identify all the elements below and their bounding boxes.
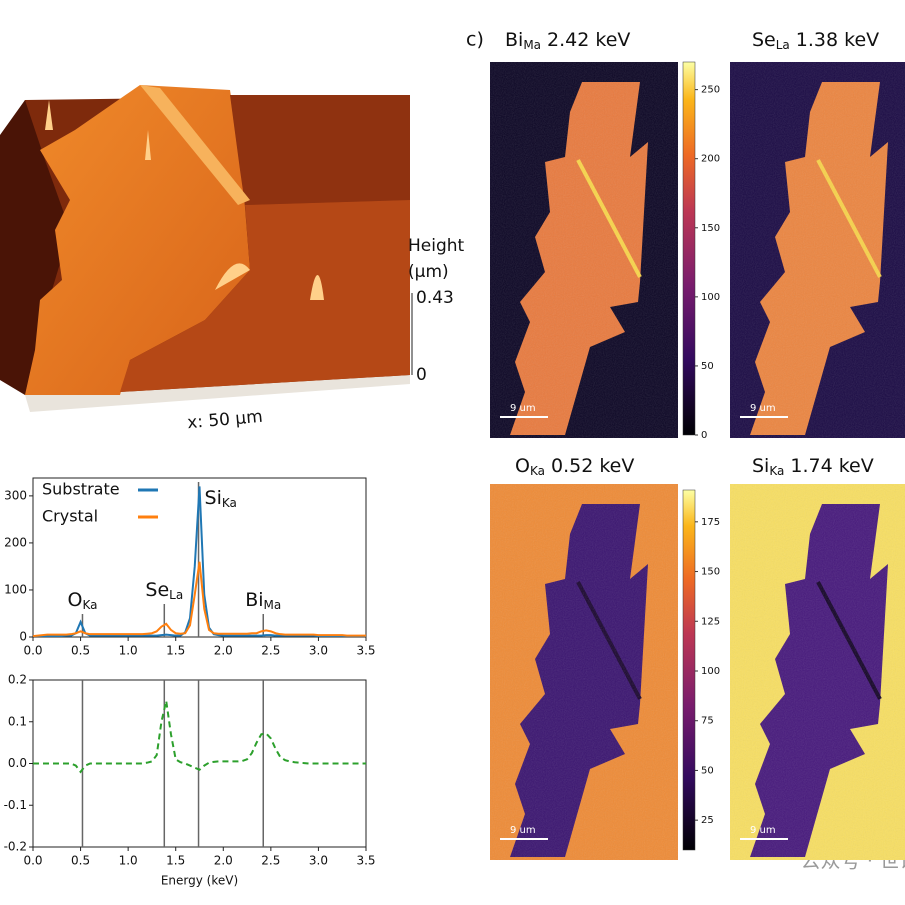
- map-energy: 2.42 keV: [547, 29, 630, 51]
- colorbar-tick-label: 125: [701, 616, 720, 627]
- y-tick-label: -0.2: [4, 840, 27, 854]
- x-tick-label: 2.5: [261, 854, 280, 868]
- x-tick-label: 1.5: [166, 644, 185, 658]
- colorbar-tick-label: 250: [701, 85, 720, 96]
- x-tick-label: 3.0: [309, 854, 328, 868]
- peak-line-name: Ka: [82, 598, 97, 612]
- colorbar: [682, 61, 696, 436]
- afm-x-label: x: 50 μm: [186, 407, 263, 434]
- x-tick-label: 1.0: [119, 854, 138, 868]
- legend-label: Substrate: [42, 480, 120, 499]
- peak-label: BiMa: [245, 589, 281, 612]
- colorbar-tick-label: 175: [701, 517, 720, 528]
- map-noise: [490, 484, 678, 860]
- y-tick-label: 0.1: [8, 714, 27, 728]
- peak-element: Se: [145, 579, 169, 601]
- colorbar-tick-label: 100: [701, 666, 720, 677]
- y-tick-label: -0.1: [4, 798, 27, 812]
- map-title: BiMa 2.42 keV: [505, 29, 630, 52]
- map-content: 9 um: [730, 484, 905, 860]
- colorbar-tick-label: 50: [701, 361, 714, 372]
- peak-label: SeLa: [145, 579, 183, 602]
- map-element: Se: [752, 29, 776, 51]
- y-tick-label: 0.0: [8, 756, 27, 770]
- x-tick-label: 0.0: [23, 854, 42, 868]
- peak-element: Bi: [245, 589, 263, 611]
- peak-line-name: Ka: [222, 496, 237, 510]
- map-noise: [490, 62, 678, 438]
- colorbar-tick-label: 0: [701, 430, 707, 441]
- scale-bar-label: 9 um: [510, 825, 536, 836]
- element-map: 9 um: [490, 484, 678, 860]
- map-line: Ka: [530, 464, 545, 478]
- map-title: SeLa 1.38 keV: [752, 29, 879, 52]
- map-title: OKa 0.52 keV: [515, 455, 634, 478]
- colorbar-tick-label: 100: [701, 292, 720, 303]
- x-tick-label: 2.5: [261, 644, 280, 658]
- peak-label: OKa: [67, 589, 97, 612]
- x-tick-label: 0.5: [71, 644, 90, 658]
- x-tick-label: 2.0: [214, 854, 233, 868]
- map-energy: 0.52 keV: [551, 455, 634, 477]
- colorbar-tick-label: 200: [701, 154, 720, 165]
- map-line: Ma: [523, 38, 541, 52]
- height-unit: (μm): [408, 262, 449, 282]
- y-tick-label: 0: [19, 630, 27, 644]
- peak-element: O: [67, 589, 82, 611]
- x-tick-label: 1.5: [166, 854, 185, 868]
- peak-element: Si: [205, 487, 222, 509]
- afm-image: [0, 85, 413, 412]
- map-energy: 1.38 keV: [796, 29, 879, 51]
- plot-frame: [32, 477, 367, 638]
- map-element: Bi: [505, 29, 523, 51]
- x-tick-label: 0.0: [23, 644, 42, 658]
- y-tick-label: 100: [4, 582, 27, 596]
- colorbar-tick-label: 50: [701, 765, 714, 776]
- height-label: Height: [408, 236, 465, 256]
- x-tick-label: 2.0: [214, 644, 233, 658]
- colorbar: [682, 489, 696, 851]
- map-line: Ka: [769, 464, 784, 478]
- scale-bar-label: 9 um: [750, 403, 776, 414]
- x-tick-label: 3.0: [309, 644, 328, 658]
- y-tick-label: 200: [4, 535, 27, 549]
- element-map: 9 um: [730, 484, 905, 860]
- x-tick-label: 0.5: [71, 854, 90, 868]
- z-tick-label: 0: [416, 365, 427, 385]
- z-tick-label: 0.43: [416, 288, 454, 308]
- peak-line-name: Ma: [264, 598, 282, 612]
- x-axis-label: Energy (keV): [161, 874, 238, 888]
- element-map: 9 um: [730, 62, 905, 438]
- map-content: 9 um: [490, 62, 678, 438]
- map-line: La: [776, 38, 790, 52]
- x-tick-label: 1.0: [119, 644, 138, 658]
- colorbar-tick-label: 75: [701, 716, 714, 727]
- panel-label: c): [466, 29, 484, 51]
- legend-label: Crystal: [42, 507, 98, 526]
- colorbar-tick-label: 150: [701, 223, 720, 234]
- y-tick-label: 300: [4, 488, 27, 502]
- colorbar-tick-label: 25: [701, 815, 714, 826]
- map-noise: [730, 484, 905, 860]
- map-noise: [730, 62, 905, 438]
- map-element: Si: [752, 455, 769, 477]
- map-content: 9 um: [490, 484, 678, 860]
- x-tick-label: 3.5: [356, 644, 375, 658]
- series-line: [32, 561, 366, 638]
- map-content: 9 um: [730, 62, 905, 438]
- colorbar-tick-label: 150: [701, 567, 720, 578]
- element-map: 9 um: [490, 62, 678, 438]
- map-title: SiKa 1.74 keV: [752, 455, 874, 478]
- y-tick-label: 0.2: [8, 673, 27, 687]
- peak-label: SiKa: [205, 487, 237, 510]
- x-tick-label: 3.5: [356, 854, 375, 868]
- map-element: O: [515, 455, 530, 477]
- peak-line-name: La: [169, 588, 183, 602]
- scale-bar-label: 9 um: [510, 403, 536, 414]
- map-energy: 1.74 keV: [790, 455, 873, 477]
- scale-bar-label: 9 um: [750, 825, 776, 836]
- series-line: [33, 700, 366, 774]
